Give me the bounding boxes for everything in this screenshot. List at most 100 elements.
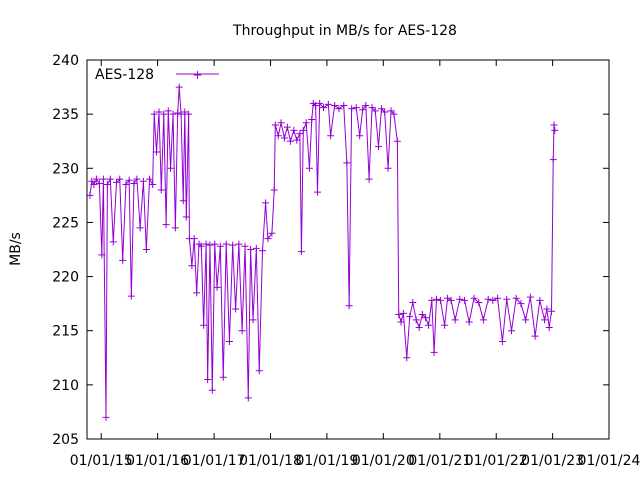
data-point-marker [390, 110, 398, 118]
data-point-marker [160, 110, 168, 118]
x-tick-label: 01/01/24 [578, 453, 640, 469]
data-point-marker [324, 100, 332, 108]
data-point-marker [441, 321, 449, 329]
data-point-marker [255, 367, 263, 375]
data-point-marker [157, 186, 165, 194]
data-point-marker [204, 375, 212, 383]
data-point-marker [403, 354, 411, 362]
data-point-marker [412, 316, 420, 324]
data-point-marker [368, 104, 376, 112]
data-point-marker [238, 327, 246, 335]
y-tick-label: 230 [52, 161, 79, 177]
data-point-marker [399, 309, 407, 317]
data-point-marker [268, 229, 276, 237]
data-point-marker [122, 181, 130, 189]
data-point-marker [340, 101, 348, 109]
data-point-marker [305, 164, 313, 172]
data-point-marker [211, 240, 219, 248]
data-point-marker [125, 176, 133, 184]
data-point-marker [200, 321, 208, 329]
data-point-marker [155, 108, 163, 116]
data-point-marker [222, 240, 230, 248]
x-tick-label: 01/01/15 [70, 453, 133, 469]
data-point-marker [164, 107, 172, 115]
y-tick-label: 240 [52, 53, 79, 69]
data-point-marker [541, 316, 549, 324]
chart-title: Throughput in MB/s for AES-128 [232, 23, 457, 39]
data-point-marker [484, 295, 492, 303]
data-point-marker [109, 238, 117, 246]
data-point-marker [271, 121, 279, 129]
data-point-marker [451, 316, 459, 324]
data-point-marker [95, 179, 103, 187]
data-point-marker [277, 119, 285, 127]
x-tick-label: 01/01/19 [295, 453, 358, 469]
data-point-marker [181, 108, 189, 116]
data-point-marker [133, 175, 141, 183]
data-point-marker [219, 373, 227, 381]
data-point-marker [375, 143, 383, 151]
data-point-marker [235, 240, 243, 248]
data-point-marker [113, 178, 121, 186]
data-point-marker [359, 106, 367, 114]
data-point-marker [327, 132, 335, 140]
y-tick-label: 210 [52, 378, 79, 394]
data-point-marker [320, 104, 328, 112]
data-point-marker [508, 327, 516, 335]
data-point-marker [436, 296, 444, 304]
data-point-marker [461, 296, 469, 304]
data-point-marker [470, 294, 478, 302]
data-point-marker [169, 110, 177, 118]
data-point-marker [348, 105, 356, 113]
data-point-marker [526, 293, 534, 301]
legend: AES-128 + [95, 67, 219, 83]
y-axis: 205 210 215 220 225 230 235 240 [52, 53, 609, 448]
data-point-marker [86, 191, 94, 199]
data-point-marker [498, 338, 506, 346]
data-point-marker [371, 107, 379, 115]
data-point-marker [548, 307, 556, 315]
data-point-marker [270, 186, 278, 194]
data-point-marker [503, 295, 511, 303]
data-point-marker [489, 296, 497, 304]
data-point-marker [280, 134, 288, 142]
data-point-marker [202, 240, 210, 248]
data-point-marker [241, 242, 249, 250]
data-point-marker [409, 299, 417, 307]
data-point-marker [335, 105, 343, 113]
data-point-marker [545, 323, 553, 331]
x-tick-label: 01/01/22 [465, 453, 528, 469]
data-point-marker [232, 305, 240, 313]
data-point-marker [139, 177, 147, 185]
data-point-marker [90, 181, 98, 189]
data-point-marker [428, 296, 436, 304]
data-point-marker [188, 262, 196, 270]
x-tick-label: 01/01/21 [408, 453, 471, 469]
x-tick-label: 01/01/16 [126, 453, 189, 469]
series-line [89, 87, 556, 418]
x-tick-label: 01/01/23 [521, 453, 584, 469]
data-point-marker [247, 246, 255, 253]
data-point-marker [299, 126, 307, 134]
data-point-marker [102, 413, 110, 421]
data-point-marker [216, 242, 224, 250]
data-point-marker [197, 242, 205, 250]
data-point-marker [98, 251, 106, 259]
x-tick-label: 01/01/17 [183, 453, 246, 469]
data-point-marker [258, 247, 266, 255]
x-axis: 01/01/1501/01/1601/01/1701/01/1801/01/19… [70, 60, 640, 469]
data-point-marker [422, 314, 430, 322]
data-point-marker [225, 338, 233, 346]
data-point-marker [475, 299, 483, 307]
y-tick-label: 215 [52, 324, 79, 340]
data-point-marker [213, 283, 221, 291]
data-point-marker [185, 110, 193, 118]
data-point-marker [249, 316, 257, 324]
y-tick-label: 225 [52, 215, 79, 231]
data-point-marker [517, 300, 525, 308]
data-point-marker [418, 310, 426, 318]
data-point-marker [316, 99, 324, 107]
x-tick-label: 01/01/18 [239, 453, 302, 469]
data-point-marker [465, 318, 473, 326]
data-point-marker [393, 137, 401, 145]
